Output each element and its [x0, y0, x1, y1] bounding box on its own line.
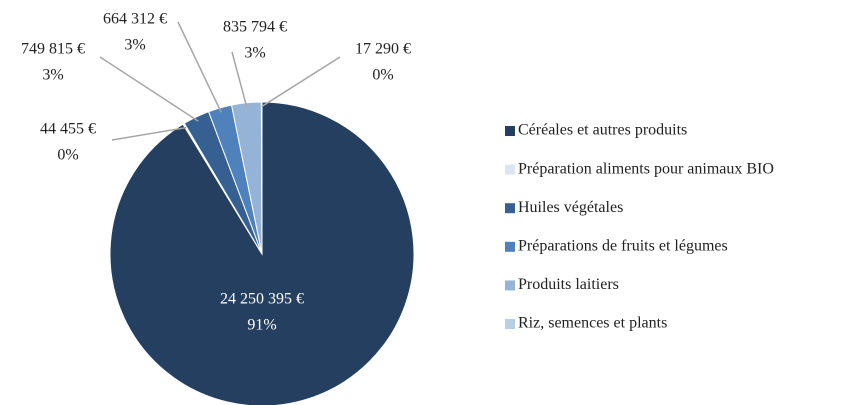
- percent-label: 0%: [57, 147, 78, 164]
- leader-line: [111, 126, 187, 141]
- legend-swatch: [505, 126, 515, 136]
- leader-line: [99, 56, 199, 122]
- leader-line: [177, 21, 222, 113]
- legend-swatch: [505, 319, 515, 329]
- percent-label: 0%: [372, 67, 393, 84]
- pie-slice: [109, 101, 415, 405]
- legend-label: Produits laitiers: [518, 276, 619, 293]
- percent-label: 3%: [42, 67, 63, 84]
- legend-swatch: [505, 164, 515, 175]
- legend-swatch: [505, 280, 515, 291]
- data-label: 664 312 €: [103, 11, 167, 28]
- percent-label: 91%: [247, 317, 276, 334]
- leader-line: [261, 56, 341, 108]
- legend-label: Préparation aliments pour animaux BIO: [518, 160, 774, 177]
- data-label: 17 290 €: [355, 41, 411, 58]
- legend-label: Céréales et autres produits: [518, 122, 687, 139]
- legend-swatch: [505, 203, 515, 214]
- percent-label: 3%: [244, 45, 265, 62]
- data-label: 835 794 €: [223, 19, 287, 36]
- legend-swatch: [505, 241, 515, 252]
- legend-label: Huiles végétales: [518, 199, 623, 216]
- leader-line: [231, 51, 248, 108]
- data-label: 44 455 €: [40, 121, 96, 138]
- data-label: 749 815 €: [21, 41, 85, 58]
- data-label: 24 250 395 €: [220, 291, 304, 308]
- pie-slice: [260, 101, 263, 255]
- legend-label: Préparations de fruits et légumes: [518, 237, 728, 254]
- percent-label: 3%: [124, 37, 145, 54]
- legend-label: Riz, semences et plants: [518, 315, 667, 332]
